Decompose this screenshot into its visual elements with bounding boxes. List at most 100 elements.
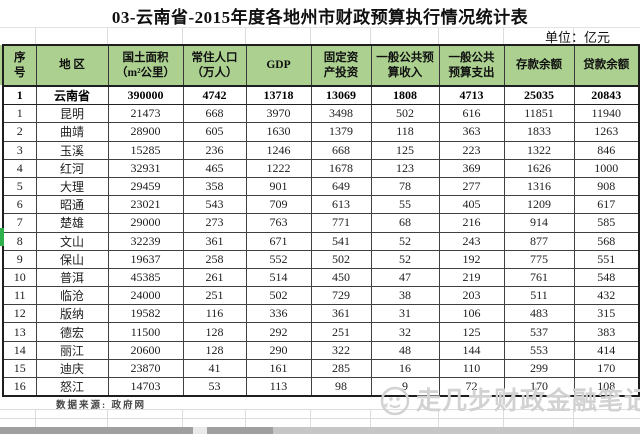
cell: 273	[182, 213, 247, 233]
table-row: 2 曲靖 28900 605 1630 1379 118 363 1833 1263	[2, 122, 640, 142]
cell: 1000	[573, 158, 640, 178]
cell: 203	[438, 286, 505, 306]
cell: 7	[2, 213, 37, 233]
cell: 243	[438, 231, 505, 251]
cell: 1379	[310, 122, 372, 142]
cell: 261	[182, 267, 247, 288]
cell: 31	[370, 304, 440, 324]
table-row: 11 临沧 24000 251 502 729 38 203 511 432	[2, 286, 640, 306]
budget-table: 序号地 区国土面积 （m²公里） 常住人口 （万人） GDP 固定资 产投资 一般公共预 算收入…	[2, 44, 640, 398]
cell: 1626	[503, 158, 575, 178]
cell: 红河	[35, 158, 109, 178]
cell: 6	[2, 195, 37, 215]
cell: 552	[245, 249, 312, 269]
cell: 大理	[35, 176, 109, 197]
cell: 16	[370, 358, 440, 379]
cell: 78	[370, 176, 440, 197]
cell: 19582	[107, 304, 184, 324]
cell: 616	[438, 104, 505, 124]
cell: 671	[245, 231, 312, 251]
cell: 771	[310, 213, 372, 233]
cell: 761	[503, 267, 575, 288]
table-row: 6 昭通 23021 543 709 613 55 405 1209 617	[2, 195, 640, 215]
column-header: 一般公共预 算收入	[370, 44, 440, 87]
table-row: 4 红河 32931 465 1222 1678 123 369 1626 1000	[2, 158, 640, 178]
cell: 236	[182, 140, 247, 160]
cell: 曲靖	[35, 122, 109, 142]
cell: 15285	[107, 140, 184, 160]
cell: 108	[573, 377, 640, 397]
cell: 414	[573, 340, 640, 360]
cell: 10	[2, 267, 37, 288]
cell: 125	[370, 140, 440, 160]
cell: 450	[310, 267, 372, 288]
cell: 55	[370, 195, 440, 215]
cell: 390000	[107, 85, 184, 106]
table-row: 16 怒江 14703 53 113 98 9 72 170 108	[2, 377, 640, 397]
cell: 4713	[438, 85, 505, 106]
cell: 219	[438, 267, 505, 288]
cell: 405	[438, 195, 505, 215]
column-header: 常住人口 （万人）	[182, 44, 247, 87]
cell: 5	[2, 176, 37, 197]
cell: 292	[245, 322, 312, 342]
cell: 170	[573, 358, 640, 379]
cell: 14	[2, 340, 37, 360]
header-green-edge	[0, 45, 3, 85]
cell: 192	[438, 249, 505, 269]
cell: 605	[182, 122, 247, 142]
cell: 12	[2, 304, 37, 324]
cell: 113	[245, 377, 312, 397]
cell: 1808	[370, 85, 440, 106]
cell: 53	[182, 377, 247, 397]
cell: 32239	[107, 231, 184, 251]
cell: 502	[310, 249, 372, 269]
cell: 358	[182, 176, 247, 197]
column-header: 贷款余额	[573, 44, 640, 87]
cell: 299	[503, 358, 575, 379]
cell: 38	[370, 286, 440, 306]
table-row: 15 迪庆 23870 41 161 285 16 110 299 170	[2, 358, 640, 379]
empty-grid-rows	[0, 409, 640, 428]
cell: 729	[310, 286, 372, 306]
cell: 432	[573, 286, 640, 306]
cell: 保山	[35, 249, 109, 269]
cell: 23870	[107, 358, 184, 379]
cell: 908	[573, 176, 640, 197]
cell: 玉溪	[35, 140, 109, 160]
cell: 29000	[107, 213, 184, 233]
cell: 763	[245, 213, 312, 233]
cell: 553	[503, 340, 575, 360]
cell: 258	[182, 249, 247, 269]
cell: 668	[310, 140, 372, 160]
cell: 3	[2, 140, 37, 160]
cell: 14703	[107, 377, 184, 397]
cell: 1	[2, 85, 37, 106]
cell: 25035	[503, 85, 575, 106]
cell: 昆明	[35, 104, 109, 124]
cell: 128	[182, 322, 247, 342]
cell: 11851	[503, 104, 575, 124]
cell: 110	[438, 358, 505, 379]
cell: 28900	[107, 122, 184, 142]
table-row: 7 楚雄 29000 273 763 771 68 216 914 585	[2, 213, 640, 233]
table-row: 5 大理 29459 358 901 649 78 277 1316 908	[2, 176, 640, 197]
cell: 128	[182, 340, 247, 360]
cell: 98	[310, 377, 372, 397]
cell: 32	[370, 322, 440, 342]
cell: 125	[438, 322, 505, 342]
cell: 怒江	[35, 377, 109, 397]
table-row: 3 玉溪 15285 236 1246 668 125 223 1322 846	[2, 140, 640, 160]
cell: 775	[503, 249, 575, 269]
cell: 568	[573, 231, 640, 251]
cell: 29459	[107, 176, 184, 197]
cell: 537	[503, 322, 575, 342]
cell: 2	[2, 122, 37, 142]
cell: 336	[245, 304, 312, 324]
cell: 13718	[245, 85, 312, 106]
cell: 1222	[245, 158, 312, 178]
cell: 483	[503, 304, 575, 324]
cell: 68	[370, 213, 440, 233]
cell: 21473	[107, 104, 184, 124]
